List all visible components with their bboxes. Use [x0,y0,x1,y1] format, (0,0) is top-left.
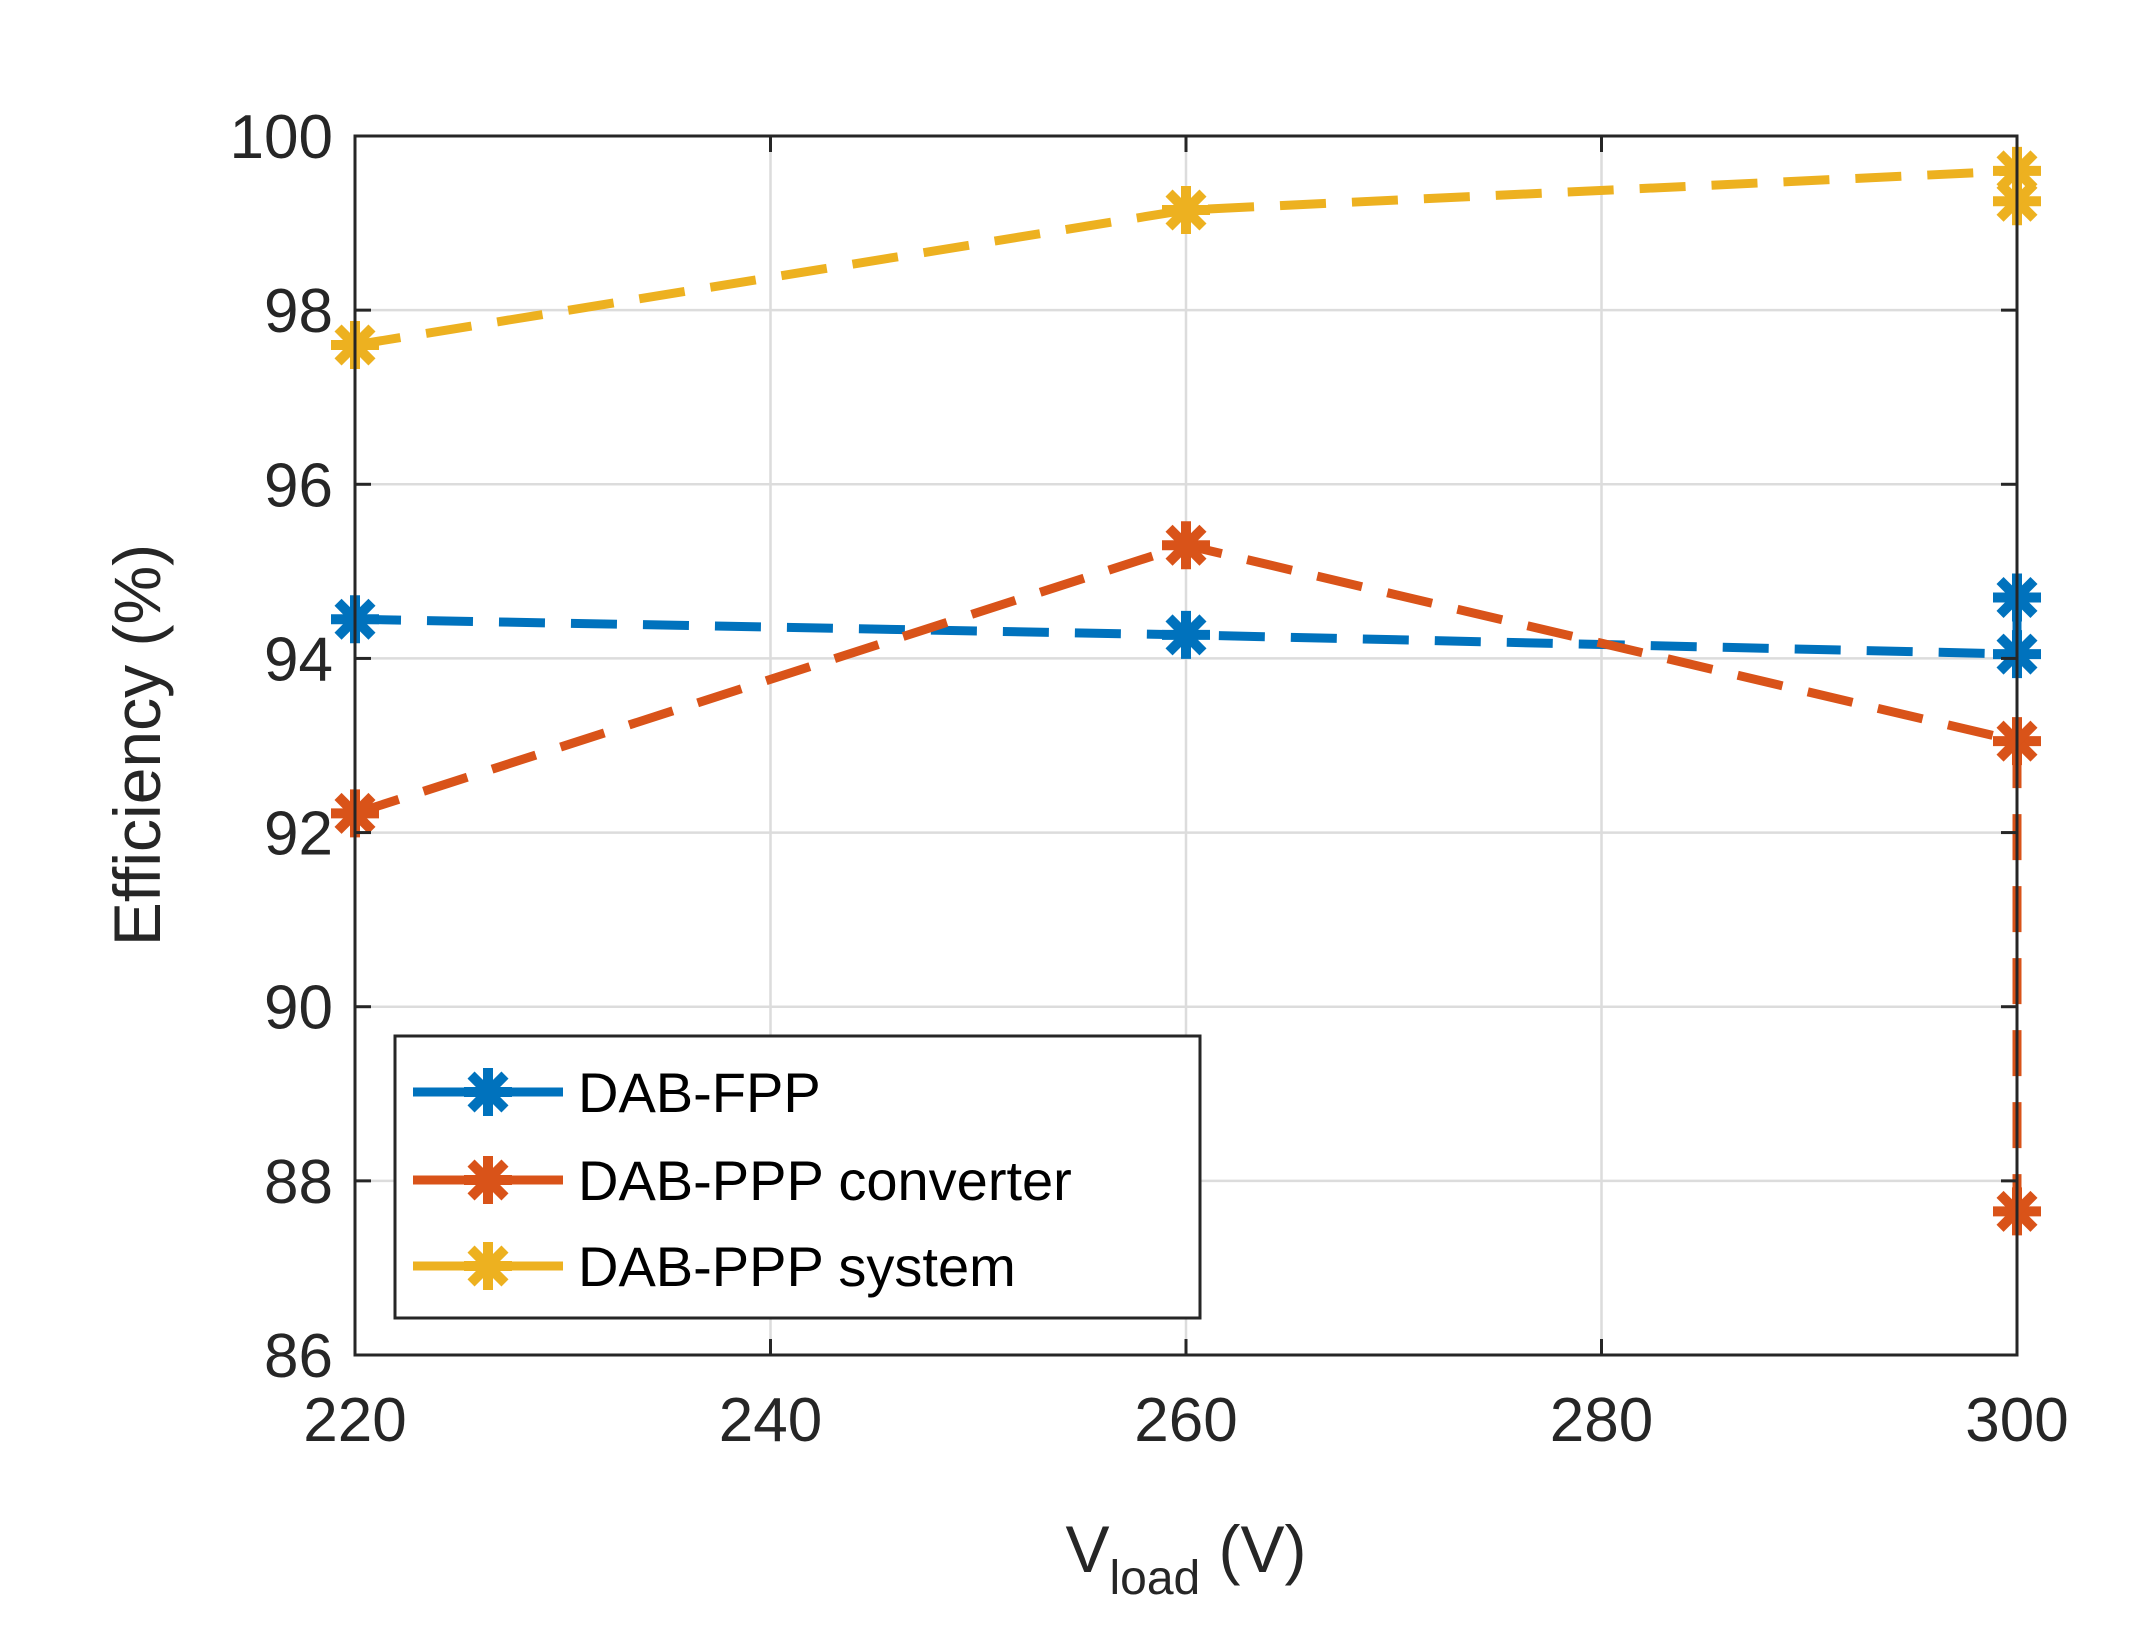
x-tick-label: 260 [1134,1386,1237,1455]
axes [353,134,2019,1357]
tick-labels: 220 240 260 280 300 86 88 90 92 94 96 98 100 [230,103,2069,1455]
legend-entry: DAB-PPP converter [413,1149,1072,1212]
legend-marker [464,1068,512,1116]
y-tick-label: 94 [264,625,333,694]
y-tick-label: 98 [264,277,333,346]
legend-label: DAB-FPP [578,1061,821,1124]
legend-label: DAB-PPP system [578,1235,1016,1298]
x-axis-label-unit: (V) [1200,1512,1306,1586]
y-tick-label: 88 [264,1148,333,1217]
y-tick-label: 100 [230,103,333,172]
legend-entry: DAB-FPP [413,1061,821,1124]
y-tick-label: 86 [264,1322,333,1391]
legend-label: DAB-PPP converter [578,1149,1072,1212]
legend-entry: DAB-PPP system [413,1235,1016,1298]
y-tick-label: 96 [264,451,333,520]
y-axis-label: Efficiency (%) [100,544,174,946]
x-tick-label: 300 [1965,1386,2068,1455]
data-point-marker [1162,186,1210,235]
x-tick-label: 240 [719,1386,822,1455]
legend: DAB-FPP DAB-PPP converter DAB-PPP system [393,1034,1202,1320]
x-axis-label-subscript: load [1109,1552,1200,1605]
x-tick-label: 220 [303,1386,406,1455]
x-tick-label: 280 [1550,1386,1653,1455]
data-point-marker [1162,610,1210,659]
x-axis-label: Vload (V) [1065,1512,1306,1605]
y-tick-label: 90 [264,974,333,1043]
data-point-marker [1162,521,1210,570]
x-axis-label-main: V [1065,1512,1109,1586]
y-tick-label: 92 [264,800,333,869]
legend-marker [464,1156,512,1204]
legend-marker [464,1242,512,1290]
